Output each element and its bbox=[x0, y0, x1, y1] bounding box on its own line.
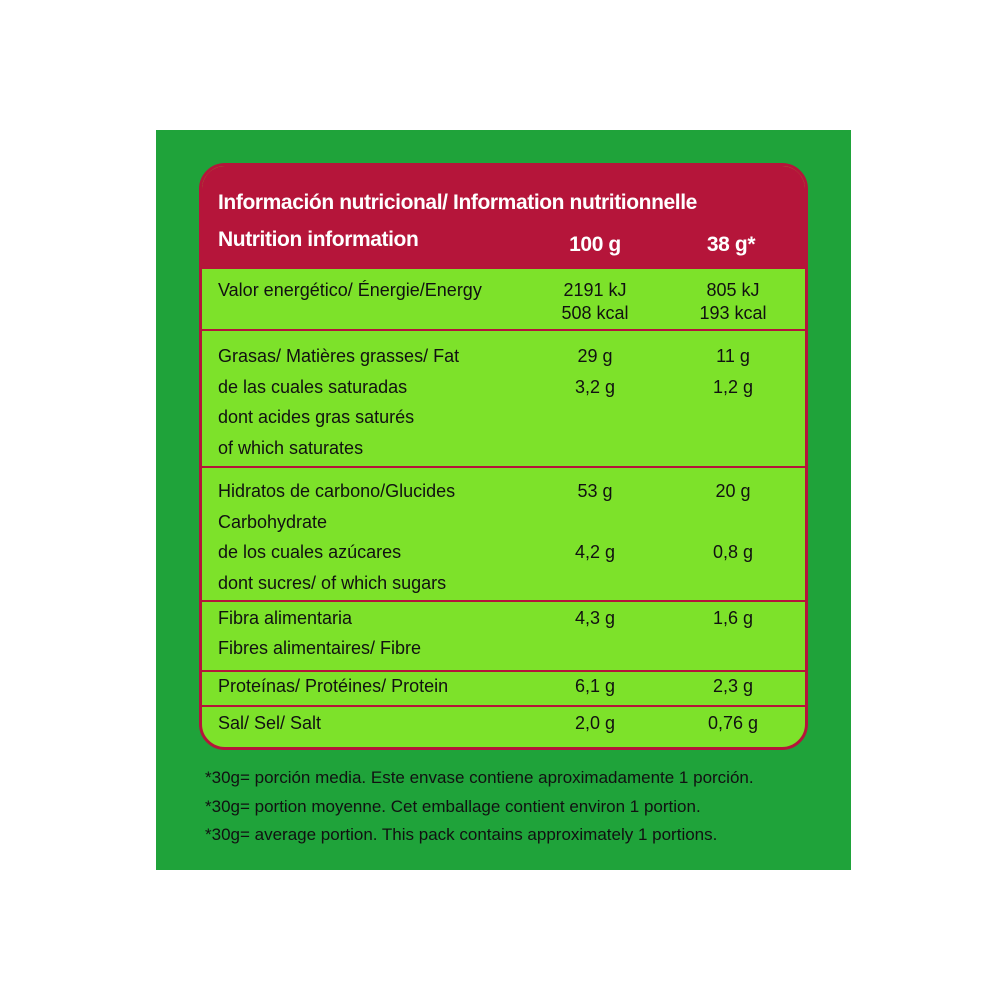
nutrient-value: 1,2 g bbox=[712, 376, 754, 397]
row-separator bbox=[202, 329, 805, 331]
nutrient-value: 193 kcal bbox=[699, 303, 767, 323]
nutrient-label: Valor energético/ Énergie/Energy bbox=[218, 280, 482, 300]
nutrient-label: Fibres alimentaires/ Fibre bbox=[218, 638, 422, 658]
row-separator bbox=[202, 670, 805, 672]
nutrient-value: 4,3 g bbox=[574, 608, 616, 628]
nutrient-value: 2,3 g bbox=[712, 676, 754, 696]
nutrient-value: 2,0 g bbox=[574, 713, 616, 733]
table-header: Información nutricional/ Information nut… bbox=[202, 166, 805, 268]
nutrient-value: 508 kcal bbox=[561, 303, 629, 323]
nutrient-value: 3,2 g bbox=[574, 376, 616, 397]
nutrient-value: 6,1 g bbox=[574, 676, 616, 696]
nutrient-label: Grasas/ Matières grasses/ Fat bbox=[218, 346, 460, 366]
nutrient-value: 0,8 g bbox=[712, 542, 754, 562]
nutrient-label: de las cuales saturadas bbox=[218, 376, 408, 397]
row-separator bbox=[202, 267, 805, 269]
subtitle: Nutrition information bbox=[218, 228, 419, 251]
nutrient-value: 11 g bbox=[716, 346, 750, 366]
footnote: *30g= average portion. This pack contain… bbox=[205, 825, 718, 844]
nutrient-label: dont sucres/ of which sugars bbox=[218, 572, 447, 593]
footnote: *30g= portion moyenne. Cet emballage con… bbox=[205, 796, 701, 816]
nutrient-value: 1,6 g bbox=[712, 608, 754, 628]
nutrient-label: Sal/ Sel/ Salt bbox=[218, 713, 322, 733]
nutrient-label: Proteínas/ Protéines/ Protein bbox=[218, 676, 449, 696]
nutrient-label: Carbohydrate bbox=[218, 511, 328, 532]
footnote: *30g= porción media. Este envase contien… bbox=[205, 768, 754, 787]
nutrient-value: 20 g bbox=[715, 481, 751, 501]
nutrient-value: 53 g bbox=[577, 481, 613, 501]
nutrient-value: 4,2 g bbox=[574, 542, 616, 562]
nutrient-value: 0,76 g bbox=[707, 713, 759, 733]
nutrient-label: of which saturates bbox=[218, 437, 364, 458]
title: Información nutricional/ Information nut… bbox=[218, 191, 697, 214]
nutrient-label: dont acides gras saturés bbox=[218, 407, 415, 427]
nutrient-label: de los cuales azúcares bbox=[218, 542, 402, 562]
row-separator bbox=[202, 600, 805, 602]
column-header: 38 g* bbox=[706, 233, 756, 256]
nutrient-value: 2191 kJ bbox=[563, 280, 627, 300]
nutrient-value: 805 kJ bbox=[706, 280, 760, 300]
nutrient-value: 29 g bbox=[577, 346, 613, 366]
nutrient-label: Hidratos de carbono/Glucides bbox=[218, 481, 456, 501]
row-separator bbox=[202, 466, 805, 468]
row-separator bbox=[202, 705, 805, 707]
nutrition-table: Información nutricional/ Information nut… bbox=[199, 163, 808, 750]
nutrient-label: Fibra alimentaria bbox=[218, 608, 353, 628]
column-header: 100 g bbox=[569, 233, 621, 256]
